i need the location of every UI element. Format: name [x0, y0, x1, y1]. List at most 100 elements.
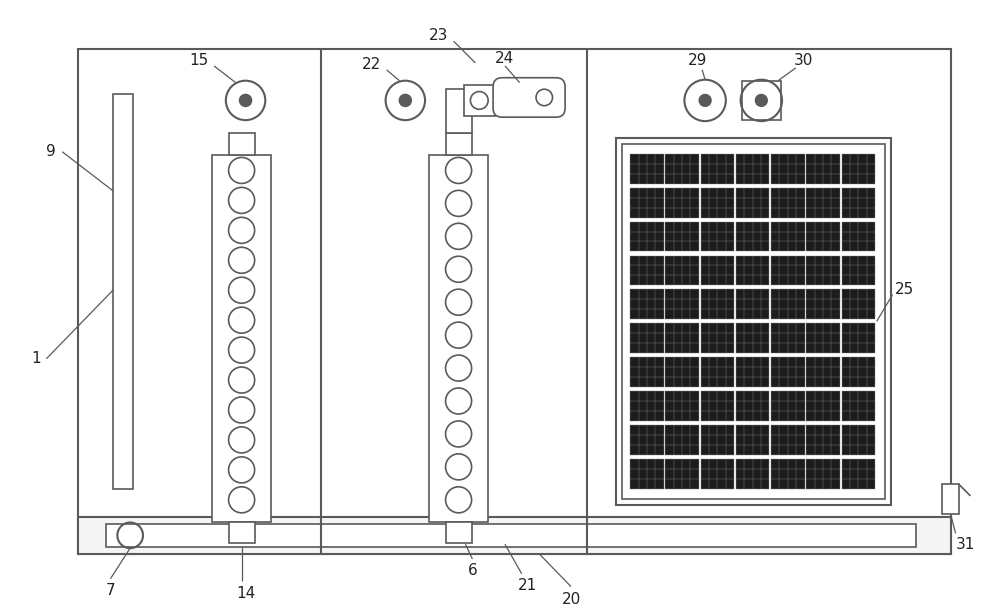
Bar	[806, 323, 840, 353]
Bar	[736, 154, 769, 183]
Circle shape	[756, 95, 767, 106]
Text: 31: 31	[956, 536, 975, 552]
Bar	[665, 188, 699, 218]
Bar	[630, 188, 664, 218]
Bar	[806, 357, 840, 387]
Text: 1: 1	[32, 351, 41, 366]
Bar	[806, 154, 840, 183]
Bar	[464, 85, 495, 116]
Bar	[736, 391, 769, 421]
Bar	[736, 323, 769, 353]
Bar	[446, 89, 472, 133]
Bar	[665, 357, 699, 387]
Bar	[806, 290, 840, 320]
Bar	[771, 391, 805, 421]
Bar	[842, 357, 875, 387]
Bar	[842, 188, 875, 218]
Bar	[630, 425, 664, 455]
Bar	[630, 459, 664, 489]
Bar	[630, 255, 664, 285]
Text: 14: 14	[236, 586, 255, 601]
Bar	[446, 522, 472, 543]
Bar	[842, 290, 875, 320]
Bar	[622, 144, 885, 499]
Bar	[701, 222, 734, 252]
Bar	[771, 323, 805, 353]
Bar	[630, 357, 664, 387]
Bar	[771, 222, 805, 252]
Bar	[665, 154, 699, 183]
Bar	[701, 459, 734, 489]
Bar	[771, 154, 805, 183]
Bar	[842, 154, 875, 183]
Bar	[665, 290, 699, 320]
Bar	[771, 425, 805, 455]
Bar	[806, 425, 840, 455]
Bar	[771, 357, 805, 387]
Text: 9: 9	[46, 144, 56, 159]
Bar	[842, 391, 875, 421]
Bar	[771, 290, 805, 320]
Text: 22: 22	[362, 57, 381, 73]
Bar	[736, 290, 769, 320]
Bar	[736, 255, 769, 285]
Bar	[229, 133, 255, 155]
Bar	[630, 290, 664, 320]
Bar	[106, 524, 916, 547]
Bar	[736, 425, 769, 455]
Bar	[665, 425, 699, 455]
Bar	[665, 222, 699, 252]
Bar	[701, 188, 734, 218]
Text: 15: 15	[190, 54, 209, 68]
Text: 23: 23	[429, 28, 449, 43]
Circle shape	[699, 95, 711, 106]
Bar	[665, 255, 699, 285]
Text: 24: 24	[495, 51, 515, 65]
Bar	[446, 133, 472, 155]
Bar	[630, 323, 664, 353]
Bar	[630, 222, 664, 252]
Bar	[806, 255, 840, 285]
Text: 29: 29	[688, 54, 707, 68]
Bar	[942, 484, 959, 514]
Bar	[806, 391, 840, 421]
Bar	[212, 155, 271, 522]
Bar	[736, 222, 769, 252]
Circle shape	[399, 95, 411, 106]
FancyBboxPatch shape	[493, 78, 565, 117]
Bar	[806, 222, 840, 252]
Bar	[616, 138, 891, 505]
Bar	[842, 323, 875, 353]
Bar	[806, 188, 840, 218]
Text: 20: 20	[561, 592, 581, 607]
Text: 21: 21	[518, 578, 537, 593]
Bar	[736, 459, 769, 489]
Text: 6: 6	[468, 563, 477, 579]
Bar	[701, 154, 734, 183]
Bar	[701, 391, 734, 421]
Bar	[842, 425, 875, 455]
Bar	[701, 323, 734, 353]
Bar	[771, 459, 805, 489]
Bar	[665, 323, 699, 353]
Bar	[701, 425, 734, 455]
Bar	[630, 391, 664, 421]
Bar	[806, 459, 840, 489]
Bar	[842, 255, 875, 285]
Bar	[842, 459, 875, 489]
Circle shape	[240, 95, 251, 106]
Text: 30: 30	[794, 54, 813, 68]
Bar	[736, 188, 769, 218]
Bar	[113, 95, 133, 489]
Bar	[742, 81, 781, 120]
Bar	[229, 522, 255, 543]
Bar	[78, 49, 951, 554]
Bar	[665, 459, 699, 489]
Bar	[630, 154, 664, 183]
Bar	[701, 255, 734, 285]
Bar	[78, 516, 951, 554]
Text: 25: 25	[895, 282, 914, 298]
Text: 7: 7	[106, 583, 115, 598]
Bar	[771, 255, 805, 285]
Bar	[701, 357, 734, 387]
